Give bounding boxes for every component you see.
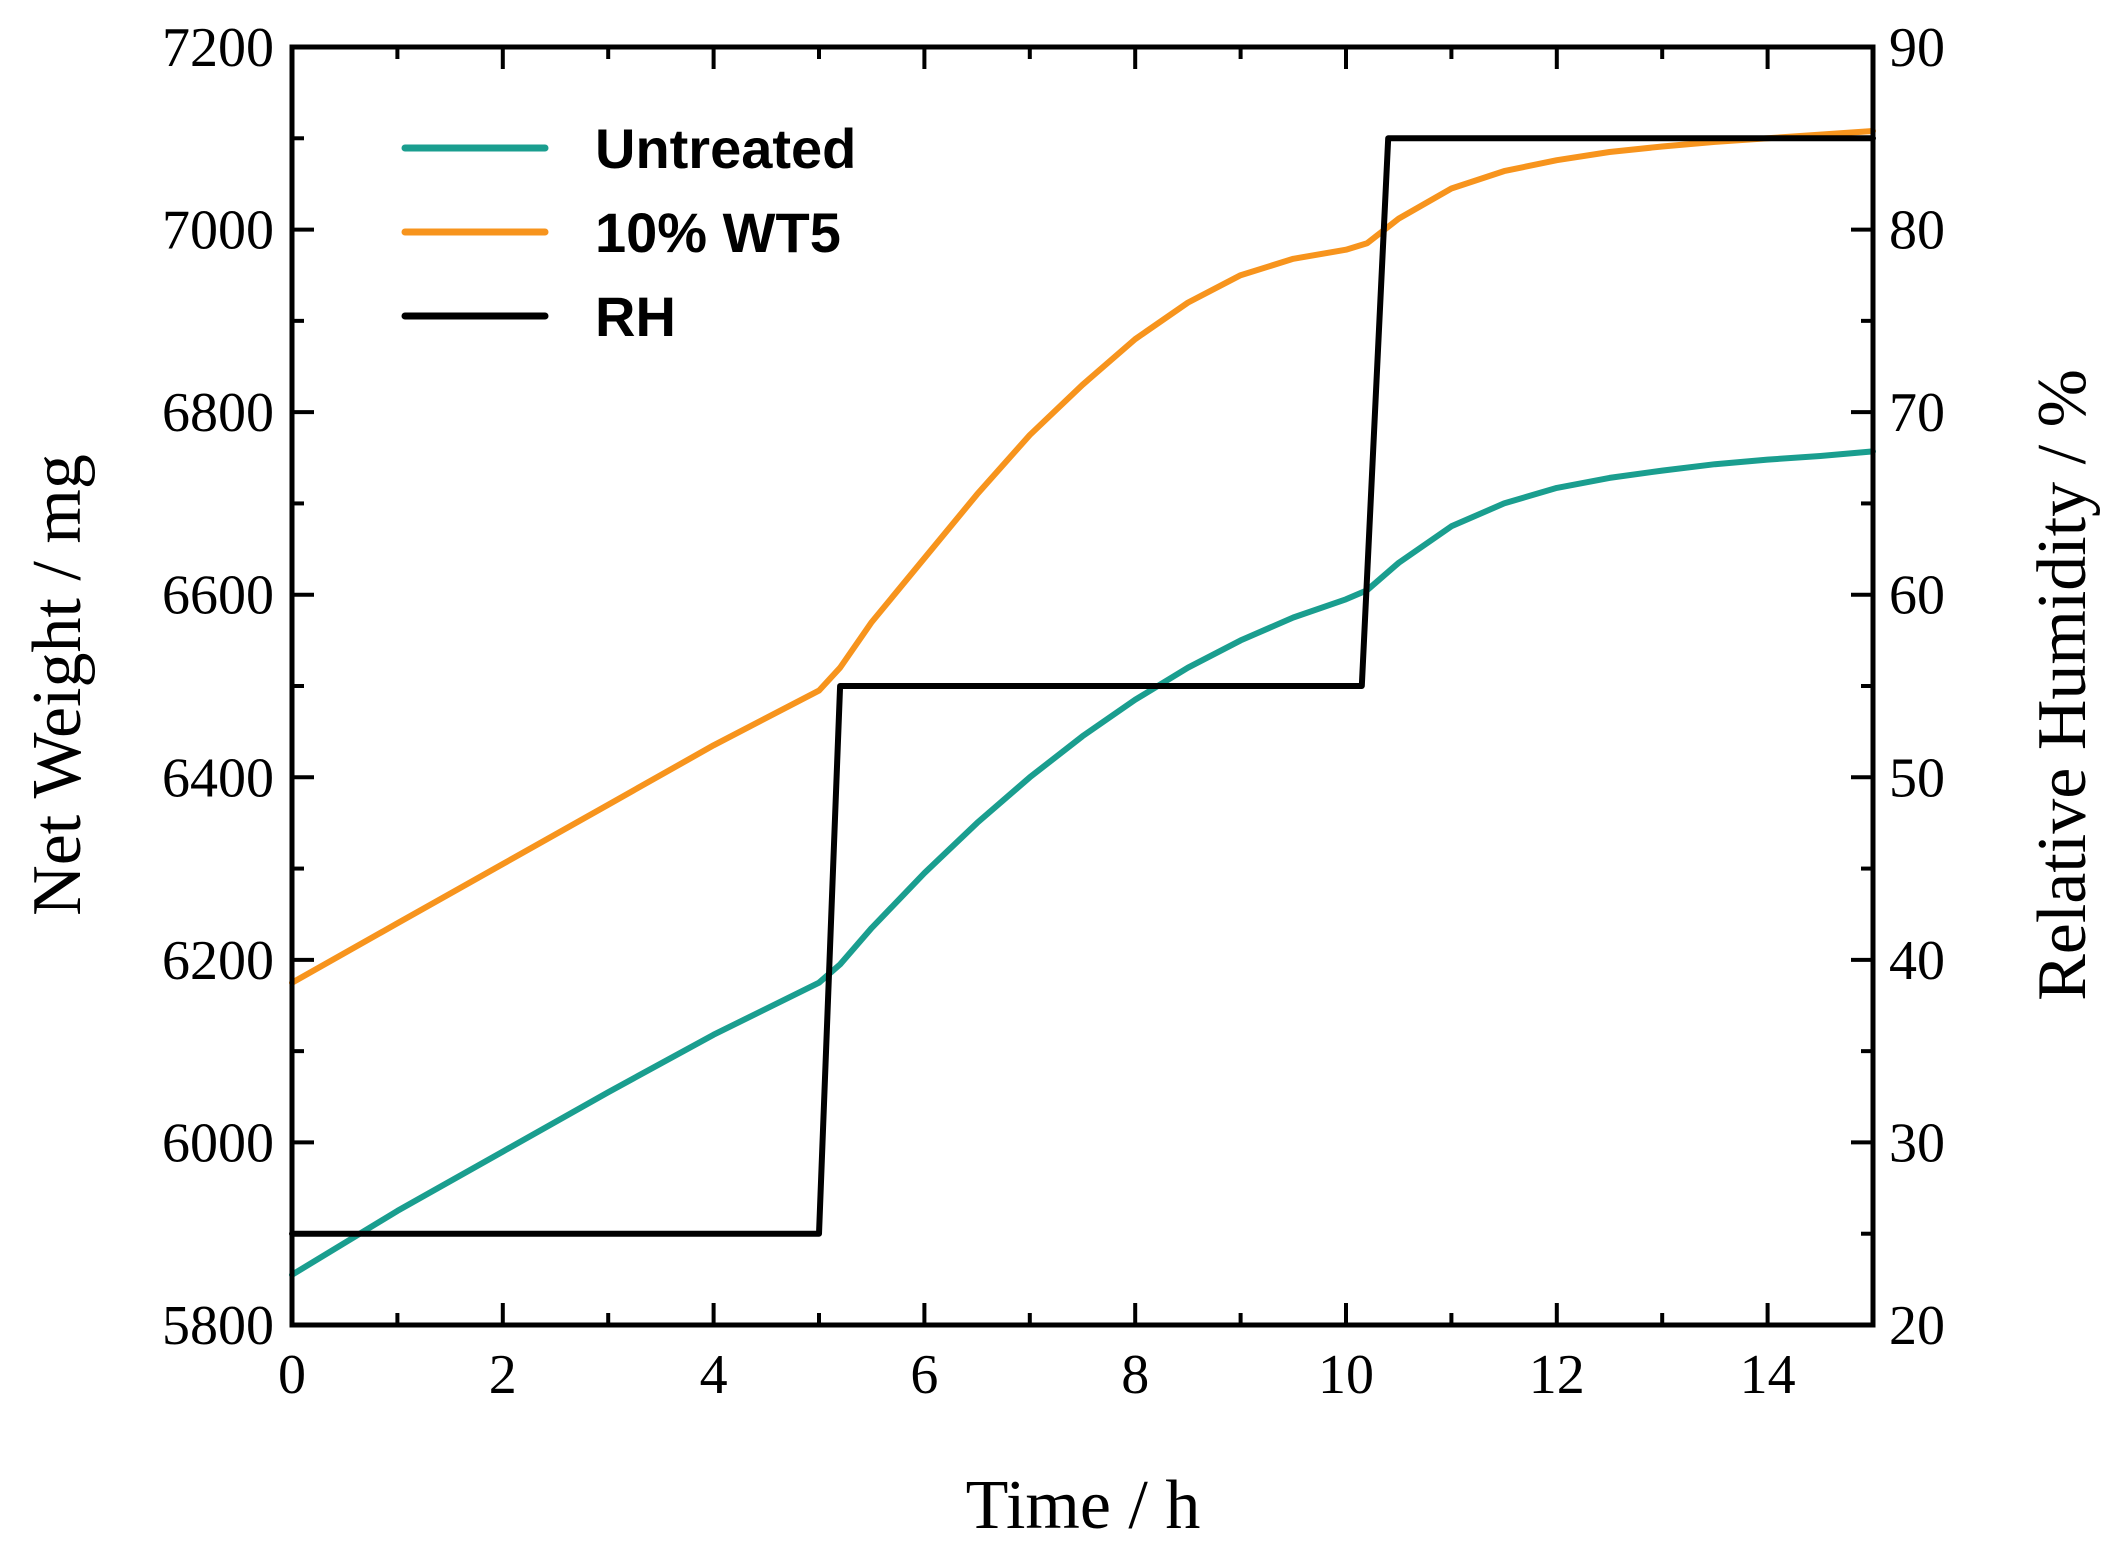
x-tick-label: 8 (1121, 1344, 1149, 1406)
series-layer (289, 128, 1876, 1278)
legend: Untreated 10% WT5 RH (401, 117, 856, 348)
y2-tick-label: 50 (1889, 747, 1945, 809)
x-tick-label: 6 (910, 1344, 938, 1406)
legend-label-untreated: Untreated (595, 117, 856, 180)
y-tick-label: 5800 (162, 1295, 274, 1357)
legend-label-rh: RH (595, 285, 676, 348)
x-axis-title: Time / h (966, 1467, 1201, 1544)
x-tick-label: 0 (278, 1344, 306, 1406)
x-tick-label: 12 (1529, 1344, 1585, 1406)
y2-tick-label: 60 (1889, 565, 1945, 627)
y2-axis-title: Relative Humidity / % (2024, 369, 2101, 1001)
x-tick-label: 14 (1740, 1344, 1796, 1406)
y-tick-label: 6200 (162, 930, 274, 992)
y2-tick-label: 20 (1889, 1295, 1945, 1357)
series-line-rh (289, 135, 1876, 1237)
y-tick-label: 7200 (162, 17, 274, 79)
y2-tick-label: 30 (1889, 1112, 1945, 1174)
series-line-10-wt5 (289, 128, 1876, 986)
y-tick-label: 6800 (162, 382, 274, 444)
y-tick-label: 6600 (162, 565, 274, 627)
y2-tick-label: 80 (1889, 200, 1945, 262)
y-tick-label: 6000 (162, 1112, 274, 1174)
series-line-untreated (289, 448, 1876, 1278)
y-axis-title: Net Weight / mg (19, 454, 96, 916)
x-tick-label: 4 (700, 1344, 728, 1406)
y2-tick-label: 40 (1889, 930, 1945, 992)
x-tick-label: 2 (489, 1344, 517, 1406)
axes-layer: 0 2 4 6 8 10 12 14 5800 6000 6200 6400 6600 6800 7000 7… (162, 17, 1945, 1406)
y2-tick-label: 90 (1889, 17, 1945, 79)
x-tick-label: 10 (1318, 1344, 1374, 1406)
y-tick-label: 6400 (162, 747, 274, 809)
y-tick-label: 7000 (162, 200, 274, 262)
y2-tick-label: 70 (1889, 382, 1945, 444)
legend-label-10-wt5: 10% WT5 (595, 201, 841, 264)
